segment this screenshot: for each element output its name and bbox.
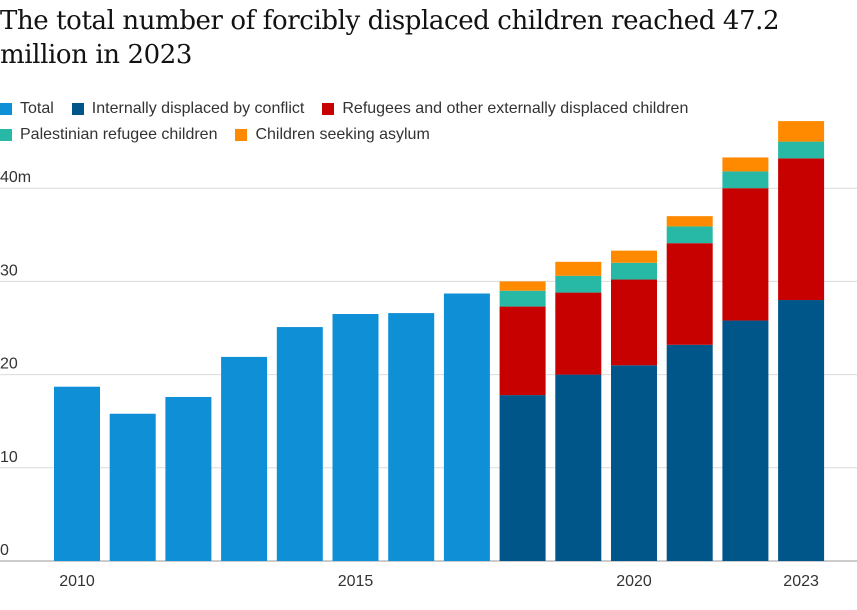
bar-segment-palestinian-refugee-children-2020 bbox=[611, 262, 657, 280]
legend-item-refugees: Refugees and other externally displaced … bbox=[322, 100, 688, 118]
y-tick-label: 10 bbox=[0, 449, 18, 466]
chart-title: The total number of forcibly displaced c… bbox=[0, 6, 780, 70]
bar-segment-internally-displaced-by-conflict-2020 bbox=[611, 365, 657, 561]
x-tick-label: 2010 bbox=[59, 573, 95, 590]
bar-segment-internally-displaced-by-conflict-2023 bbox=[778, 300, 825, 561]
y-tick-label: 20 bbox=[0, 356, 18, 373]
bar-segment-refugees-and-other-externally-displaced-children-2019 bbox=[555, 292, 602, 375]
legend-label-total: Total bbox=[20, 100, 54, 117]
bar-segment-total-2010 bbox=[54, 386, 100, 561]
legend-item-asylum: Children seeking asylum bbox=[235, 126, 430, 144]
legend-row-2: Palestinian refugee children Children se… bbox=[0, 122, 857, 148]
legend-item-internally-displaced: Internally displaced by conflict bbox=[71, 100, 305, 118]
bar-segment-palestinian-refugee-children-2018 bbox=[499, 290, 546, 307]
legend-label-palestinian: Palestinian refugee children bbox=[20, 126, 218, 143]
legend-swatch-palestinian bbox=[0, 129, 12, 141]
bar-segment-children-seeking-asylum-2022 bbox=[722, 157, 769, 172]
x-tick-label: 2015 bbox=[338, 573, 374, 590]
y-tick-label: 40m bbox=[0, 169, 31, 186]
legend-item-total: Total bbox=[0, 100, 54, 118]
legend-label-refugees: Refugees and other externally displaced … bbox=[342, 100, 689, 117]
y-tick-label: 0 bbox=[0, 542, 9, 559]
bar-segment-palestinian-refugee-children-2019 bbox=[555, 275, 602, 293]
bar-segment-palestinian-refugee-children-2021 bbox=[666, 226, 713, 244]
legend-swatch-internally-displaced bbox=[71, 103, 84, 115]
bar-segment-internally-displaced-by-conflict-2018 bbox=[499, 395, 546, 561]
bar-segment-refugees-and-other-externally-displaced-children-2023 bbox=[778, 158, 825, 301]
legend: Total Internally displaced by conflict R… bbox=[0, 96, 857, 148]
y-tick-label: 30 bbox=[0, 262, 18, 279]
legend-item-palestinian: Palestinian refugee children bbox=[0, 126, 217, 144]
bar-segment-refugees-and-other-externally-displaced-children-2018 bbox=[499, 306, 546, 396]
legend-label-internally-displaced: Internally displaced by conflict bbox=[91, 100, 305, 117]
bar-segment-internally-displaced-by-conflict-2019 bbox=[555, 374, 602, 561]
bar-segment-refugees-and-other-externally-displaced-children-2020 bbox=[611, 279, 657, 366]
bar-segment-children-seeking-asylum-2019 bbox=[555, 261, 602, 276]
legend-label-asylum: Children seeking asylum bbox=[255, 126, 430, 143]
bar-segment-palestinian-refugee-children-2022 bbox=[722, 171, 769, 189]
bar-segment-children-seeking-asylum-2023 bbox=[778, 121, 825, 142]
legend-swatch-asylum bbox=[235, 129, 248, 141]
bar-segment-children-seeking-asylum-2021 bbox=[666, 216, 713, 227]
bar-segment-internally-displaced-by-conflict-2022 bbox=[722, 320, 769, 561]
bars bbox=[54, 121, 825, 561]
x-axis-ticks: 2010 2015 2020 2023 bbox=[59, 573, 819, 590]
bar-segment-total-2011 bbox=[109, 413, 156, 561]
bar-segment-refugees-and-other-externally-displaced-children-2022 bbox=[722, 188, 769, 321]
bar-segment-total-2017 bbox=[443, 293, 490, 561]
legend-swatch-refugees bbox=[322, 103, 335, 115]
bar-segment-children-seeking-asylum-2018 bbox=[499, 281, 546, 291]
bar-segment-palestinian-refugee-children-2023 bbox=[778, 141, 825, 159]
bar-segment-total-2012 bbox=[165, 396, 212, 561]
x-tick-label: 2023 bbox=[783, 573, 819, 590]
y-axis-ticks: 0 10 20 30 40m bbox=[0, 169, 31, 559]
bar-segment-total-2016 bbox=[388, 313, 435, 561]
bar-segment-total-2014 bbox=[276, 327, 323, 561]
bar-segment-internally-displaced-by-conflict-2021 bbox=[666, 344, 713, 561]
bar-segment-total-2015 bbox=[332, 314, 379, 561]
legend-swatch-total bbox=[0, 103, 12, 115]
x-tick-label: 2020 bbox=[616, 573, 652, 590]
bar-segment-refugees-and-other-externally-displaced-children-2021 bbox=[666, 243, 713, 345]
bar-segment-total-2013 bbox=[221, 356, 268, 561]
bar-segment-children-seeking-asylum-2020 bbox=[611, 250, 657, 263]
legend-row-1: Total Internally displaced by conflict R… bbox=[0, 96, 857, 122]
